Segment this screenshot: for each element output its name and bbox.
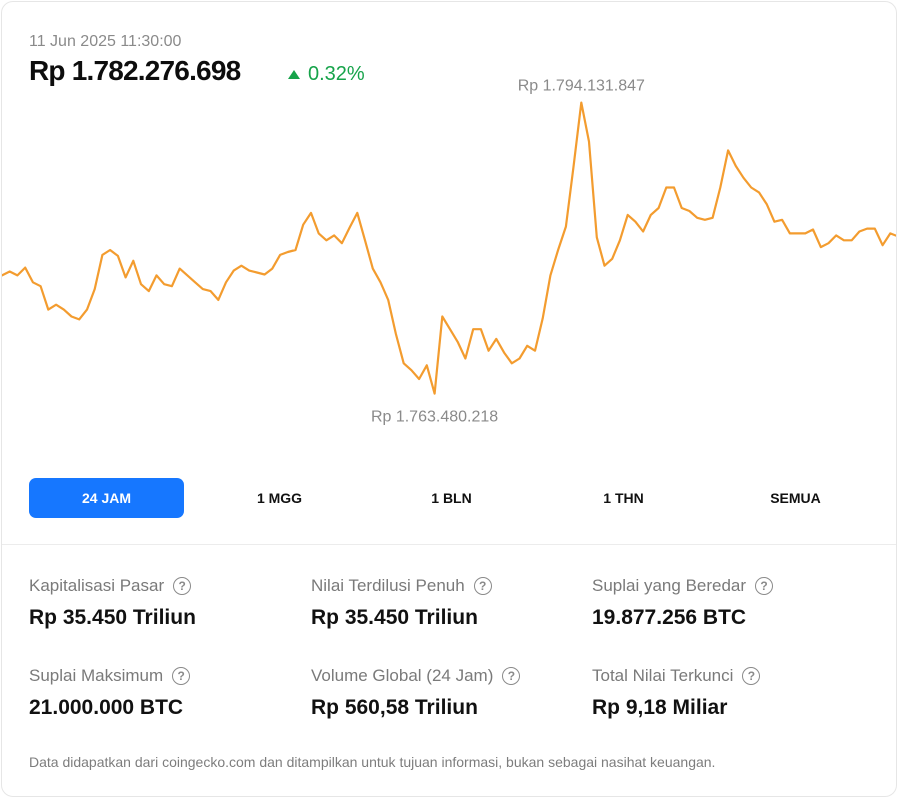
tab-1-mgg[interactable]: 1 MGG — [256, 490, 303, 506]
stat-value: Rp 35.450 Triliun — [29, 606, 196, 629]
help-icon[interactable]: ? — [742, 667, 761, 685]
help-icon[interactable]: ? — [755, 577, 774, 595]
timestamp: 11 Jun 2025 11:30:00 — [29, 33, 182, 50]
stat-fdv: Nilai Terdilusi Penuh? Rp 35.450 Triliun — [311, 576, 492, 630]
stat-circulating-supply: Suplai yang Beredar? 19.877.256 BTC — [592, 576, 774, 630]
stat-tvl: Total Nilai Terkunci? Rp 9,18 Miliar — [592, 666, 761, 720]
stat-value: Rp 560,58 Triliun — [311, 696, 478, 719]
stat-label: Suplai Maksimum — [29, 666, 164, 685]
stat-label: Nilai Terdilusi Penuh — [311, 576, 465, 595]
stat-value: 19.877.256 BTC — [592, 606, 747, 629]
tab-1-thn[interactable]: 1 THN — [603, 490, 644, 506]
help-icon[interactable]: ? — [173, 577, 192, 595]
help-icon[interactable]: ? — [172, 667, 191, 685]
stat-max-supply: Suplai Maksimum? 21.000.000 BTC — [29, 666, 191, 720]
stat-label: Kapitalisasi Pasar — [29, 576, 165, 595]
price-chart[interactable]: Rp 1.794.131.847 Rp 1.763.480.218 — [2, 2, 897, 462]
price-line — [2, 101, 896, 395]
current-price: Rp 1.782.276.698 — [29, 55, 241, 86]
up-triangle-icon — [288, 70, 300, 79]
price-change: 0.32% — [288, 63, 365, 86]
stat-label: Suplai yang Beredar — [592, 576, 747, 595]
disclaimer: Data didapatkan dari coingecko.com dan d… — [29, 754, 716, 770]
tab-1-bln[interactable]: 1 BLN — [431, 490, 472, 506]
range-tabs: 24 JAM 1 MGG 1 BLN 1 THN SEMUA — [29, 478, 874, 518]
tab-24-jam[interactable]: 24 JAM — [29, 478, 184, 518]
tab-semua[interactable]: SEMUA — [770, 490, 821, 506]
stat-value: 21.000.000 BTC — [29, 696, 184, 719]
stat-label: Total Nilai Terkunci — [592, 666, 734, 685]
stat-label: Volume Global (24 Jam) — [311, 666, 494, 685]
stat-value: Rp 35.450 Triliun — [311, 606, 478, 629]
price-change-percent: 0.32% — [308, 63, 365, 85]
high-price-label: Rp 1.794.131.847 — [518, 78, 645, 95]
help-icon[interactable]: ? — [502, 667, 521, 685]
divider — [2, 544, 896, 545]
stat-market-cap: Kapitalisasi Pasar? Rp 35.450 Triliun — [29, 576, 196, 630]
low-price-label: Rp 1.763.480.218 — [371, 409, 498, 426]
stat-global-volume: Volume Global (24 Jam)? Rp 560,58 Triliu… — [311, 666, 521, 720]
stat-value: Rp 9,18 Miliar — [592, 696, 728, 719]
help-icon[interactable]: ? — [473, 577, 492, 595]
